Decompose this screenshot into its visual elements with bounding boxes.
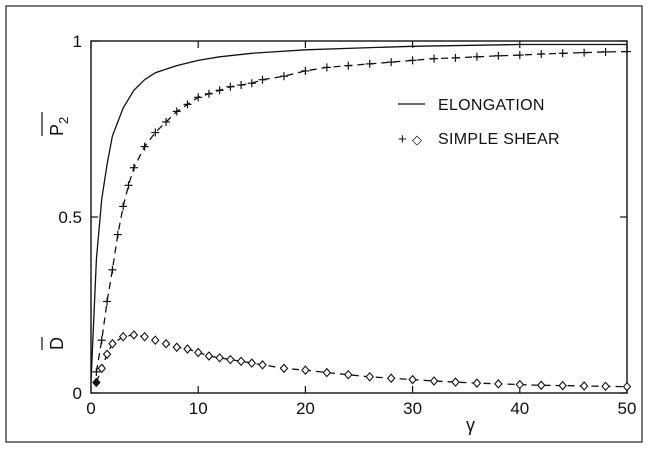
x-tick-label: 50 bbox=[618, 399, 637, 418]
data-point-plus bbox=[247, 79, 256, 88]
data-point-plus bbox=[387, 58, 396, 67]
data-point-diamond bbox=[601, 381, 610, 392]
y-axis-label-upper: P2 bbox=[41, 112, 71, 136]
data-point-plus bbox=[194, 93, 203, 102]
series-line-1 bbox=[95, 50, 628, 373]
y-axis-label-upper-sub: 2 bbox=[56, 117, 71, 124]
data-point-diamond bbox=[472, 378, 482, 388]
data-point-diamond bbox=[204, 351, 214, 361]
data-point-diamond bbox=[140, 331, 149, 342]
data-point-plus bbox=[119, 202, 128, 211]
data-point-plus bbox=[237, 81, 246, 89]
data-point-diamond bbox=[193, 347, 203, 358]
data-point-plus bbox=[92, 367, 101, 376]
data-point-plus bbox=[97, 336, 106, 345]
data-point-diamond bbox=[247, 358, 257, 368]
data-point-plus bbox=[279, 72, 288, 81]
y-tick-label: 0.5 bbox=[58, 208, 82, 227]
x-tick-label: 30 bbox=[403, 399, 422, 418]
data-point-diamond bbox=[622, 381, 632, 392]
data-point-plus bbox=[140, 142, 149, 151]
data-point-diamond bbox=[183, 344, 192, 354]
data-point-plus bbox=[558, 49, 567, 58]
x-tick-label: 10 bbox=[189, 399, 208, 418]
data-point-plus bbox=[515, 51, 524, 60]
data-point-diamond bbox=[408, 374, 417, 385]
data-point-diamond bbox=[129, 330, 139, 340]
outer-border bbox=[5, 5, 643, 443]
data-point-plus bbox=[451, 53, 460, 62]
data-point-diamond bbox=[258, 360, 267, 370]
data-point-plus bbox=[103, 297, 112, 306]
data-point-diamond bbox=[108, 338, 117, 349]
legend-diamond-marker: ◇ bbox=[412, 132, 422, 147]
data-point-diamond bbox=[226, 354, 235, 365]
legend-plus-marker: + bbox=[398, 131, 407, 148]
x-tick-label: 0 bbox=[86, 399, 95, 418]
data-point-plus bbox=[108, 265, 117, 274]
data-point-plus bbox=[537, 50, 546, 59]
data-point-plus bbox=[580, 48, 589, 57]
data-point-diamond bbox=[344, 369, 353, 380]
data-point-plus bbox=[258, 75, 267, 84]
data-point-diamond bbox=[102, 349, 112, 360]
data-point-diamond bbox=[161, 338, 171, 349]
data-point-plus bbox=[183, 100, 192, 109]
x-axis-label: γ bbox=[466, 415, 475, 435]
y-axis-label-lower-main: D bbox=[47, 337, 67, 350]
series-line-2 bbox=[95, 334, 628, 388]
data-point-diamond bbox=[558, 380, 567, 391]
data-point-diamond bbox=[172, 342, 181, 353]
data-point-diamond bbox=[301, 365, 310, 375]
svg-text:P2: P2 bbox=[47, 117, 71, 136]
legend-simple-shear-label: SIMPLE SHEAR bbox=[438, 131, 560, 148]
data-point-plus bbox=[204, 89, 213, 98]
plot-area bbox=[90, 40, 628, 394]
data-point-plus bbox=[472, 52, 481, 61]
data-point-plus bbox=[226, 82, 235, 91]
data-point-diamond bbox=[494, 379, 503, 389]
data-point-diamond bbox=[429, 376, 439, 386]
x-tick-label: 40 bbox=[510, 399, 529, 418]
data-point-diamond bbox=[322, 367, 332, 378]
data-point-diamond bbox=[386, 373, 396, 384]
data-point-plus bbox=[430, 54, 439, 63]
y-axis-label-lower: D bbox=[41, 337, 67, 350]
data-point-plus bbox=[113, 230, 122, 239]
y-axis-label-upper-main: P bbox=[47, 124, 67, 136]
data-point-plus bbox=[172, 107, 181, 116]
data-point-diamond bbox=[537, 380, 546, 391]
y-tick-label: 1 bbox=[73, 32, 82, 51]
data-point-plus bbox=[623, 47, 631, 56]
data-point-plus bbox=[151, 128, 160, 137]
data-point-plus bbox=[601, 47, 610, 56]
y-tick-label: 0 bbox=[73, 384, 82, 403]
data-point-plus bbox=[124, 181, 133, 190]
series-line-0 bbox=[90, 43, 627, 383]
data-point-origin bbox=[93, 379, 100, 386]
data-point-plus bbox=[408, 56, 417, 65]
data-point-plus bbox=[301, 66, 310, 75]
data-point-diamond bbox=[97, 363, 106, 374]
data-point-plus bbox=[494, 51, 503, 60]
data-point-diamond bbox=[215, 352, 224, 363]
data-point-plus bbox=[344, 61, 353, 70]
data-point-diamond bbox=[451, 377, 460, 387]
data-point-diamond bbox=[118, 331, 128, 342]
data-point-diamond bbox=[279, 363, 289, 374]
data-point-diamond bbox=[515, 379, 525, 390]
data-point-plus bbox=[129, 163, 138, 172]
data-point-diamond bbox=[151, 335, 160, 346]
data-point-diamond bbox=[365, 371, 374, 382]
legend-elongation-label: ELONGATION bbox=[438, 97, 545, 114]
data-point-diamond bbox=[236, 356, 246, 367]
data-point-plus bbox=[162, 117, 171, 126]
data-point-plus bbox=[322, 63, 331, 72]
data-point-diamond bbox=[579, 381, 589, 391]
x-tick-label: 20 bbox=[296, 399, 315, 418]
data-point-plus bbox=[215, 86, 224, 95]
data-point-plus bbox=[365, 59, 374, 68]
